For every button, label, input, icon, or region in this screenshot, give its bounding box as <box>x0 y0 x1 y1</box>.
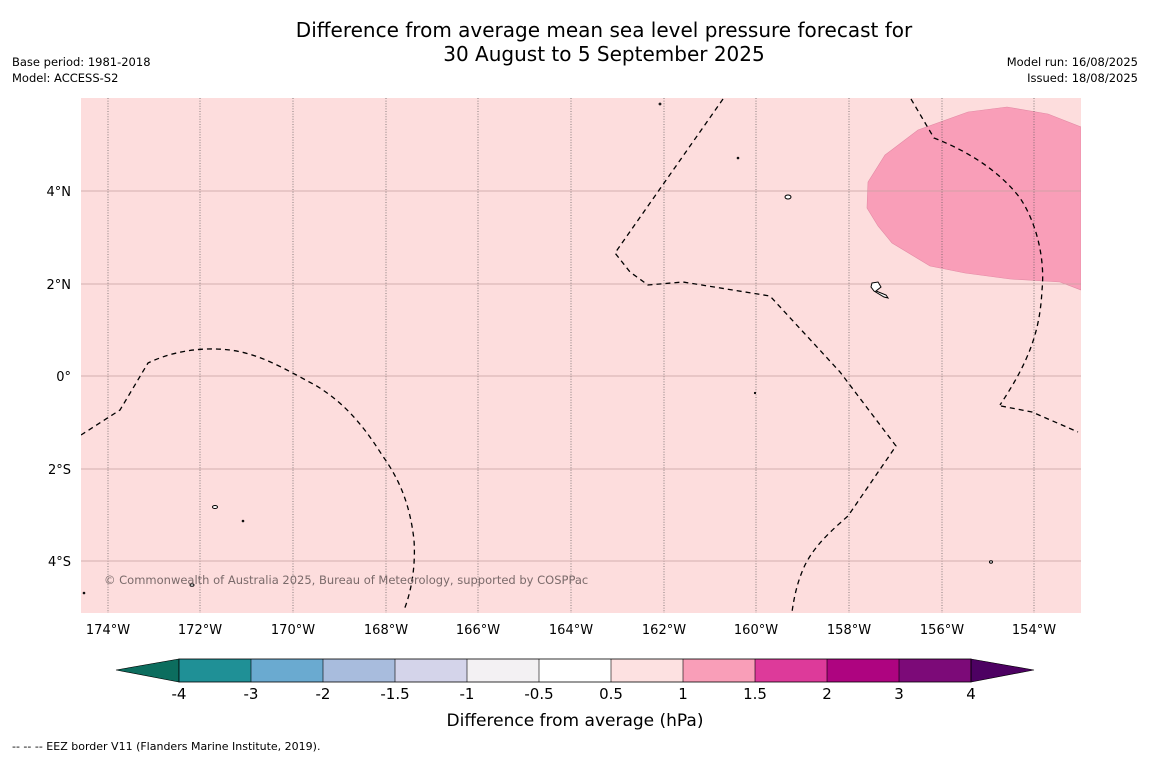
model-name: Model: ACCESS-S2 <box>12 71 119 85</box>
title-line-2: 30 August to 5 September 2025 <box>443 42 765 66</box>
colorbar-segment <box>395 659 467 682</box>
colorbar-segment <box>827 659 899 682</box>
island <box>870 281 890 299</box>
lon-label: 166°W <box>456 623 500 638</box>
colorbar-segment <box>251 659 323 682</box>
colorbar-tick: -2 <box>316 685 331 703</box>
lon-label: 162°W <box>642 623 686 638</box>
island <box>784 194 792 200</box>
island <box>82 591 86 595</box>
lon-label: 172°W <box>178 623 222 638</box>
lon-label: 156°W <box>920 623 964 638</box>
lon-label: 170°W <box>271 623 315 638</box>
colorbar-label: Difference from average (hPa) <box>447 711 704 731</box>
lon-label: 168°W <box>364 623 408 638</box>
island <box>736 156 740 160</box>
lat-label: 2°S <box>48 463 71 478</box>
island <box>212 505 218 509</box>
colorbar-outline <box>178 658 972 683</box>
colorbar-segment <box>179 659 251 682</box>
eez-border-east <box>910 98 1044 406</box>
copyright-text: © Commonwealth of Australia 2025, Bureau… <box>104 573 588 587</box>
latitude-gridlines <box>81 190 1081 562</box>
colorbar-extend-low <box>115 658 180 683</box>
anomaly-region-positive <box>866 106 1081 291</box>
colorbar: -4 -3 -2 -1.5 -1 -0.5 0.5 1 1.5 2 3 4 Di… <box>115 658 1035 731</box>
colorbar-extend-high <box>970 658 1035 683</box>
eez-footnote: -- -- -- EEZ border V11 (Flanders Marine… <box>12 740 321 753</box>
meta-right: Model run: 16/08/2025 Issued: 18/08/2025 <box>1007 54 1138 86</box>
island <box>753 391 757 395</box>
meta-left: Base period: 1981-2018 Model: ACCESS-S2 <box>12 54 151 86</box>
map-title: Difference from average mean sea level p… <box>0 18 1150 66</box>
colorbar-tick: 4 <box>966 685 976 703</box>
colorbar-segment <box>755 659 827 682</box>
eez-border-central <box>614 98 897 613</box>
colorbar-tick: -1 <box>460 685 475 703</box>
model-run: Model run: 16/08/2025 <box>1006 55 1138 69</box>
lon-label: 164°W <box>549 623 593 638</box>
colorbar-tick: -3 <box>244 685 259 703</box>
eez-borders <box>81 98 1079 613</box>
colorbar-tick: -1.5 <box>380 685 409 703</box>
eez-border-west <box>81 348 416 611</box>
colorbar-tick: 3 <box>894 685 904 703</box>
islands <box>82 102 993 595</box>
colorbar-segment <box>611 659 683 682</box>
lat-label: 2°N <box>47 278 72 293</box>
colorbar-tick: 1 <box>678 685 688 703</box>
colorbar-segment <box>323 659 395 682</box>
lon-label: 174°W <box>86 623 130 638</box>
island <box>189 583 195 587</box>
colorbar-dividers <box>250 659 900 682</box>
lat-label: 4°N <box>47 185 72 200</box>
lon-label: 158°W <box>827 623 871 638</box>
colorbar-segment <box>539 659 611 682</box>
map-content: © Commonwealth of Australia 2025, Bureau… <box>81 98 1081 613</box>
island <box>241 519 245 523</box>
colorbar-tick: 1.5 <box>743 685 767 703</box>
colorbar-segment <box>683 659 755 682</box>
title-line-1: Difference from average mean sea level p… <box>295 18 913 42</box>
lat-label: 0° <box>56 370 71 385</box>
colorbar-tick: -4 <box>172 685 187 703</box>
base-period: Base period: 1981-2018 <box>12 55 151 69</box>
lon-label: 154°W <box>1012 623 1056 638</box>
colorbar-tick: -0.5 <box>524 685 553 703</box>
lat-label: 4°S <box>48 555 71 570</box>
island <box>989 560 993 564</box>
colorbar-segment <box>467 659 539 682</box>
lon-label: 160°W <box>734 623 778 638</box>
island <box>658 102 662 106</box>
axis-labels: 174°W 172°W 170°W 168°W 166°W 164°W 162°… <box>47 185 1057 638</box>
colorbar-tick: 0.5 <box>599 685 623 703</box>
eez-border-east-south <box>1000 405 1079 433</box>
issued-date: Issued: 18/08/2025 <box>1027 71 1138 85</box>
colorbar-ticks: -4 -3 -2 -1.5 -1 -0.5 0.5 1 1.5 2 3 4 <box>172 685 976 703</box>
colorbar-segment <box>899 659 971 682</box>
colorbar-tick: 2 <box>822 685 832 703</box>
